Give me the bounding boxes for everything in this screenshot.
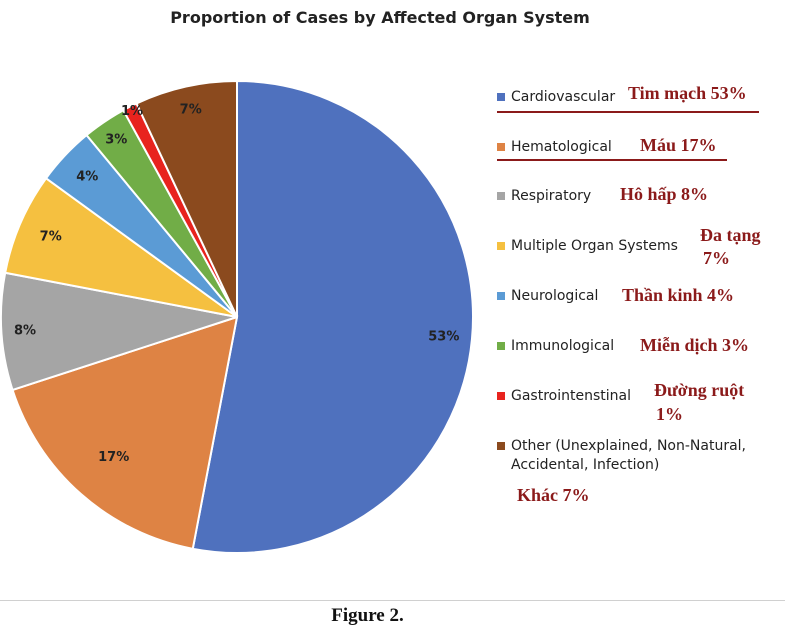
legend-label: Immunological	[511, 338, 615, 354]
legend-item-hematological: Hematological	[497, 138, 612, 157]
legend-label: Neurological	[511, 288, 599, 304]
underline-cardiovascular	[497, 111, 759, 113]
legend-label: Multiple Organ Systems	[511, 238, 678, 254]
data-label: 1%	[121, 104, 143, 119]
data-label: 7%	[40, 229, 62, 244]
annotation-hematological: Máu 17%	[640, 135, 717, 155]
legend-item-immunological: Immunological	[497, 337, 614, 356]
data-label: 7%	[180, 103, 202, 118]
annotation-other: Khác 7%	[517, 485, 590, 505]
legend-label: Respiratory	[511, 188, 592, 204]
legend-item-gastrointenstinal: Gastrointenstinal	[497, 387, 631, 406]
pie-slice-other	[135, 79, 238, 318]
annotation-multiple-line1: Đa tạng	[700, 225, 761, 245]
data-label: 3%	[105, 132, 127, 147]
data-label: 53%	[428, 330, 459, 345]
legend-label: Other (Unexplained, Non-Natural, Acciden…	[511, 438, 747, 473]
data-label: 17%	[98, 450, 129, 465]
pie-slice-multiple	[4, 176, 238, 318]
chart-title: Proportion of Cases by Affected Organ Sy…	[170, 8, 590, 27]
divider	[0, 600, 785, 601]
pie-slice-cardiovascular	[191, 79, 474, 554]
legend-label: Cardiovascular	[511, 89, 616, 105]
legend-swatch	[497, 192, 505, 200]
annotation-gastro-line1: Đường ruột	[654, 380, 745, 400]
legend-swatch	[497, 242, 505, 250]
annotation-immunological: Miễn dịch 3%	[640, 335, 750, 355]
legend-item-other: Other (Unexplained, Non-Natural, Acciden…	[497, 437, 767, 475]
legend-item-multiple-organ-systems: Multiple Organ Systems	[497, 237, 678, 256]
legend-swatch	[497, 292, 505, 300]
annotation-cardiovascular: Tim mạch 53%	[628, 83, 747, 103]
legend-swatch	[497, 143, 505, 151]
annotation-respiratory: Hô hấp 8%	[620, 184, 709, 204]
annotation-gastro-line2: 1%	[656, 404, 683, 424]
legend-swatch	[497, 442, 505, 450]
legend-swatch	[497, 392, 505, 400]
annotation-multiple-line2: 7%	[703, 248, 730, 268]
legend-item-cardiovascular: Cardiovascular	[497, 88, 615, 107]
legend-swatch	[497, 93, 505, 101]
annotation-neurological: Thần kinh 4%	[622, 285, 735, 305]
underline-hematological	[497, 159, 727, 161]
legend-item-neurological: Neurological	[497, 287, 598, 306]
data-label: 4%	[76, 169, 98, 184]
legend-label: Hematological	[511, 139, 612, 155]
pie-slice-hematological	[11, 315, 239, 550]
data-label: 8%	[14, 323, 36, 338]
pie-chart: 53% 17% 8% 7% 4% 3% 1% 7%	[0, 79, 474, 554]
figure-caption: Figure 2.	[331, 605, 404, 626]
pie-slice-respiratory	[0, 271, 238, 392]
legend-swatch	[497, 342, 505, 350]
legend-item-respiratory: Respiratory	[497, 187, 591, 206]
legend-label: Gastrointenstinal	[511, 388, 631, 404]
